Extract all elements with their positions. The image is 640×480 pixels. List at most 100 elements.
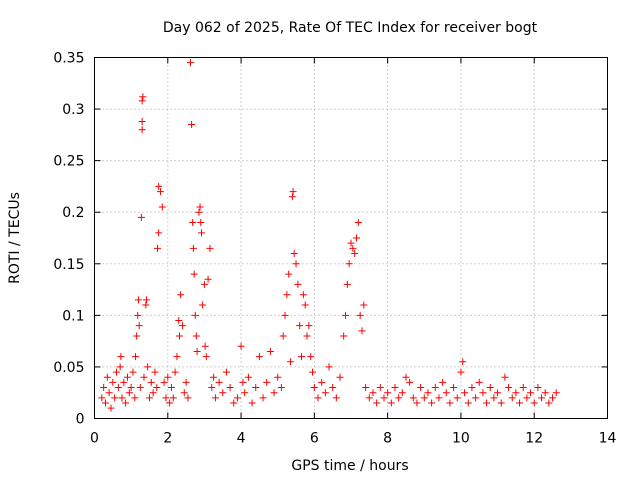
data-point bbox=[188, 121, 196, 129]
data-point bbox=[241, 389, 249, 397]
data-point bbox=[527, 389, 535, 397]
data-point bbox=[122, 399, 130, 407]
data-point bbox=[541, 389, 549, 397]
data-point bbox=[189, 244, 197, 252]
data-point bbox=[545, 399, 553, 407]
data-point bbox=[420, 394, 428, 402]
data-point bbox=[222, 368, 230, 376]
data-point bbox=[263, 378, 271, 386]
data-point bbox=[360, 301, 368, 309]
data-point bbox=[178, 322, 186, 330]
data-point bbox=[175, 317, 183, 325]
data-point bbox=[226, 384, 234, 392]
data-point bbox=[464, 399, 472, 407]
data-point bbox=[380, 394, 388, 402]
data-point bbox=[299, 291, 307, 299]
data-point bbox=[131, 394, 139, 402]
data-point bbox=[479, 389, 487, 397]
data-point bbox=[442, 389, 450, 397]
data-point bbox=[428, 399, 436, 407]
data-point bbox=[424, 389, 432, 397]
data-point bbox=[342, 311, 350, 319]
data-point bbox=[398, 389, 406, 397]
data-point bbox=[171, 368, 179, 376]
data-point bbox=[149, 389, 157, 397]
data-point bbox=[151, 368, 159, 376]
data-point bbox=[409, 394, 417, 402]
data-point bbox=[534, 384, 542, 392]
data-point bbox=[281, 311, 289, 319]
data-point bbox=[156, 188, 164, 196]
data-point bbox=[155, 182, 163, 190]
data-point bbox=[136, 384, 144, 392]
data-point bbox=[461, 389, 469, 397]
data-point bbox=[347, 239, 355, 247]
data-point bbox=[134, 311, 142, 319]
plot-frame bbox=[94, 57, 608, 419]
data-point bbox=[114, 384, 122, 392]
data-point bbox=[164, 373, 172, 381]
data-point bbox=[142, 301, 150, 309]
data-point bbox=[143, 296, 151, 304]
data-point bbox=[305, 322, 313, 330]
data-point bbox=[450, 384, 458, 392]
data-point bbox=[138, 117, 146, 125]
data-point bbox=[237, 342, 245, 350]
data-point bbox=[288, 193, 296, 201]
data-point bbox=[505, 384, 513, 392]
data-point bbox=[321, 389, 329, 397]
data-point bbox=[135, 322, 143, 330]
data-point bbox=[538, 394, 546, 402]
data-point bbox=[274, 373, 282, 381]
data-point bbox=[519, 384, 527, 392]
data-point bbox=[111, 394, 119, 402]
data-point bbox=[373, 399, 381, 407]
data-point bbox=[457, 368, 465, 376]
data-point bbox=[486, 384, 494, 392]
data-point bbox=[362, 384, 370, 392]
data-point bbox=[512, 389, 520, 397]
data-point bbox=[116, 363, 124, 371]
data-point bbox=[112, 368, 120, 376]
data-point bbox=[160, 378, 168, 386]
data-point bbox=[191, 311, 199, 319]
data-point bbox=[283, 291, 291, 299]
x-tick-label: 4 bbox=[237, 431, 246, 447]
x-tick-label: 2 bbox=[163, 431, 172, 447]
data-point bbox=[292, 260, 300, 268]
data-point bbox=[358, 327, 366, 335]
data-point bbox=[314, 394, 322, 402]
data-point bbox=[176, 332, 184, 340]
data-point bbox=[196, 203, 204, 211]
data-point bbox=[211, 394, 219, 402]
data-point bbox=[303, 332, 311, 340]
data-point bbox=[285, 270, 293, 278]
data-point bbox=[413, 399, 421, 407]
x-tick-label: 12 bbox=[525, 431, 543, 447]
x-tick-label: 0 bbox=[90, 431, 99, 447]
data-point bbox=[98, 394, 106, 402]
data-point bbox=[184, 394, 192, 402]
data-point bbox=[325, 363, 333, 371]
data-point bbox=[195, 208, 203, 216]
data-point bbox=[132, 353, 140, 361]
data-point bbox=[252, 384, 260, 392]
data-point bbox=[277, 384, 285, 392]
data-point bbox=[494, 389, 502, 397]
data-point bbox=[140, 373, 148, 381]
data-point bbox=[193, 347, 201, 355]
data-point bbox=[310, 384, 318, 392]
data-point bbox=[287, 358, 295, 366]
data-point bbox=[105, 389, 113, 397]
data-point bbox=[369, 389, 377, 397]
y-tick-label: 0.15 bbox=[53, 257, 84, 273]
data-point bbox=[387, 399, 395, 407]
data-point bbox=[266, 347, 274, 355]
data-point bbox=[134, 296, 142, 304]
data-point bbox=[208, 384, 216, 392]
y-tick-label: 0 bbox=[76, 412, 85, 428]
data-point bbox=[294, 280, 302, 288]
data-point bbox=[516, 399, 524, 407]
data-point bbox=[125, 389, 133, 397]
data-point bbox=[523, 394, 531, 402]
